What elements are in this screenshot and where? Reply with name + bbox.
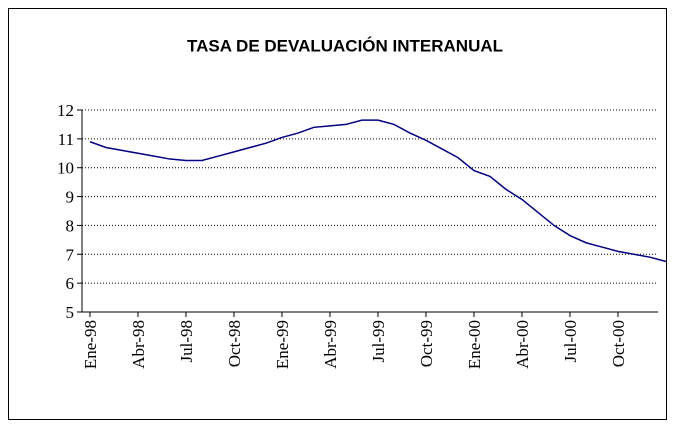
x-tick-label: Ene-98 [81,320,100,369]
x-tick-label: Jul-98 [177,320,196,363]
y-tick-label: 12 [57,101,74,120]
line-series [89,119,667,263]
x-tick-label: Oct-99 [417,320,436,367]
x-tick-label: Jul-99 [369,320,388,363]
x-tick-label: Abr-99 [321,320,340,369]
x-tick-label: Ene-00 [465,320,484,369]
y-tick-label: 7 [66,245,75,264]
chart-border [8,8,667,420]
y-tick-label: 10 [57,159,74,178]
y-tick-label: 8 [66,216,75,235]
x-tick-label: Oct-00 [609,320,628,367]
y-tick-label: 6 [66,274,75,293]
x-tick-label: Ene-99 [273,320,292,369]
y-tick-label: 9 [66,188,75,207]
x-tick-label: Jul-00 [561,320,580,363]
x-tick-label: Oct-98 [225,320,244,367]
y-tick-label: 11 [58,130,74,149]
x-tick-label: Abr-98 [129,320,148,369]
x-tick-label: Abr-00 [513,320,532,369]
chart-title: TASA DE DEVALUACIÓN INTERANUAL [187,36,503,55]
y-tick-label: 5 [66,303,75,322]
